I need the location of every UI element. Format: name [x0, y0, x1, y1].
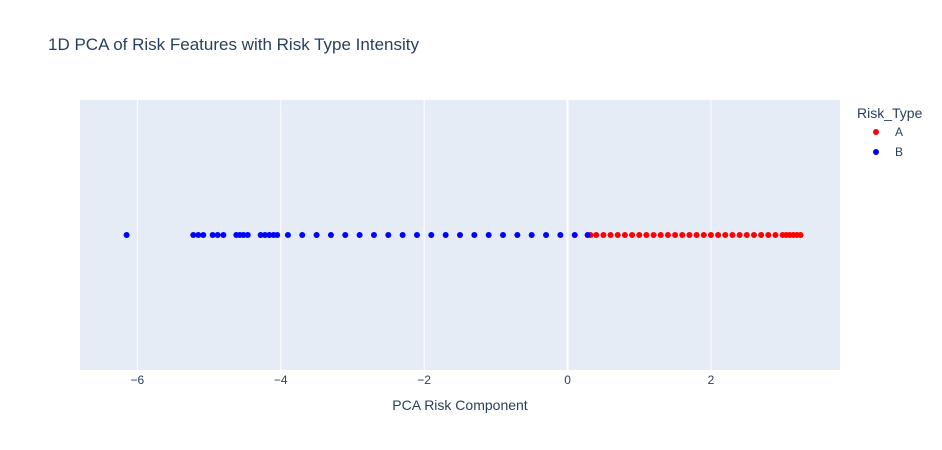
series-a — [587, 232, 804, 238]
data-point[interactable] — [220, 232, 227, 238]
data-point[interactable] — [244, 232, 251, 238]
data-point[interactable] — [274, 232, 281, 238]
data-point[interactable] — [743, 232, 750, 238]
data-point[interactable] — [650, 232, 657, 238]
data-point[interactable] — [442, 232, 449, 238]
data-point[interactable] — [750, 232, 757, 238]
data-point[interactable] — [584, 232, 591, 238]
data-point[interactable] — [200, 232, 207, 238]
legend[interactable]: Risk_Type A B — [857, 105, 923, 159]
data-point[interactable] — [614, 232, 621, 238]
data-point[interactable] — [707, 232, 714, 238]
data-point[interactable] — [736, 232, 743, 238]
data-point[interactable] — [657, 232, 664, 238]
legend-label-a: A — [895, 125, 903, 139]
data-point[interactable] — [257, 232, 264, 238]
data-point[interactable] — [261, 232, 268, 238]
data-point[interactable] — [715, 232, 722, 238]
x-tick-label: −4 — [274, 373, 288, 387]
data-point[interactable] — [123, 232, 130, 238]
data-point[interactable] — [758, 232, 765, 238]
data-point[interactable] — [413, 232, 420, 238]
data-point[interactable] — [672, 232, 679, 238]
gridlines — [136, 100, 712, 370]
x-tick-label: 2 — [708, 373, 715, 387]
legend-marker-b — [873, 149, 879, 155]
legend-label-b: B — [895, 145, 903, 159]
data-point[interactable] — [729, 232, 736, 238]
data-point[interactable] — [299, 232, 306, 238]
data-point[interactable] — [214, 232, 221, 238]
x-tick-labels: −6 −4 −2 0 2 — [131, 373, 715, 387]
data-point[interactable] — [356, 232, 363, 238]
data-point[interactable] — [607, 232, 614, 238]
data-point[interactable] — [428, 232, 435, 238]
x-tick-label: 0 — [564, 373, 571, 387]
data-point[interactable] — [370, 232, 377, 238]
data-point[interactable] — [240, 232, 247, 238]
data-point[interactable] — [327, 232, 334, 238]
series-b — [123, 232, 591, 238]
data-point[interactable] — [593, 232, 600, 238]
data-point[interactable] — [772, 232, 779, 238]
x-tick-label: −6 — [131, 373, 145, 387]
data-point[interactable] — [385, 232, 392, 238]
x-axis-title: PCA Risk Component — [392, 397, 528, 413]
data-point[interactable] — [313, 232, 320, 238]
data-point[interactable] — [693, 232, 700, 238]
data-point[interactable] — [797, 232, 804, 238]
data-point[interactable] — [528, 232, 535, 238]
legend-marker-a — [873, 129, 879, 135]
data-point[interactable] — [195, 232, 202, 238]
data-point[interactable] — [457, 232, 463, 238]
data-point[interactable] — [722, 232, 729, 238]
data-point[interactable] — [514, 232, 521, 238]
chart-title: 1D PCA of Risk Features with Risk Type I… — [48, 35, 419, 54]
data-point[interactable] — [636, 232, 643, 238]
data-point[interactable] — [621, 232, 628, 238]
data-point[interactable] — [700, 232, 707, 238]
data-point[interactable] — [765, 232, 772, 238]
data-point[interactable] — [342, 232, 349, 238]
data-point[interactable] — [471, 232, 478, 238]
data-point[interactable] — [190, 232, 197, 238]
legend-item-b[interactable]: B — [873, 145, 903, 159]
data-point[interactable] — [500, 232, 507, 238]
x-tick-label: −2 — [417, 373, 431, 387]
legend-title: Risk_Type — [857, 105, 923, 121]
data-point[interactable] — [686, 232, 693, 238]
data-point[interactable] — [600, 232, 607, 238]
data-point[interactable] — [557, 232, 564, 238]
data-point[interactable] — [399, 232, 406, 238]
data-point[interactable] — [629, 232, 636, 238]
data-point[interactable] — [209, 232, 216, 238]
data-point[interactable] — [664, 232, 671, 238]
data-point[interactable] — [284, 232, 291, 238]
data-points — [123, 232, 804, 238]
legend-item-a[interactable]: A — [873, 125, 903, 139]
data-point[interactable] — [643, 232, 650, 238]
data-point[interactable] — [485, 232, 492, 238]
data-point[interactable] — [543, 232, 550, 238]
data-point[interactable] — [571, 232, 578, 238]
data-point[interactable] — [679, 232, 686, 238]
data-point[interactable] — [266, 232, 273, 238]
